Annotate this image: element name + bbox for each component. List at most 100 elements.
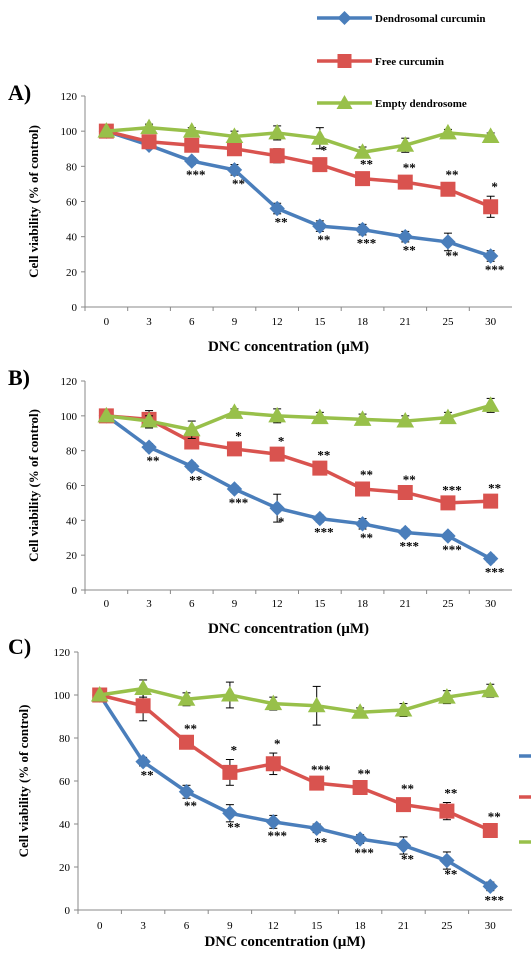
data-point (184, 153, 200, 169)
data-point (439, 123, 457, 140)
data-point (312, 510, 328, 527)
x-tick-label: 18 (357, 598, 369, 610)
legend: Dendrosomal curcumin Free curcumin Empty d… (317, 11, 486, 110)
data-point (265, 756, 281, 772)
data-point (221, 685, 239, 702)
data-point (141, 134, 157, 150)
data-point (440, 234, 456, 250)
significance-label: ** (445, 167, 458, 182)
legend-swatch-marker (336, 95, 353, 109)
data-point (397, 524, 413, 541)
x-tick-label: 15 (311, 920, 323, 932)
significance-label: ** (360, 156, 373, 171)
significance-label: ** (360, 530, 373, 545)
y-tick-label: 40 (66, 515, 78, 527)
series-line (99, 686, 491, 714)
series-dendrosomal-curcumin: ********* *** ** ***** (98, 123, 505, 277)
x-tick-label: 25 (442, 598, 454, 610)
legend-swatch-marker (337, 11, 352, 25)
panel-label: B) (8, 365, 30, 390)
data-point (135, 753, 151, 770)
panel-label: C) (8, 634, 31, 659)
x-tick-label: 3 (140, 920, 146, 932)
x-axis-title: DNC concentration (µM) (208, 339, 369, 355)
x-tick-label: 12 (272, 598, 283, 610)
data-point (226, 481, 243, 497)
x-tick-label: 0 (104, 316, 110, 328)
x-tick-label: 9 (232, 598, 238, 610)
legend-entry: Empty dendrosome (317, 95, 467, 110)
significance-label: ** (403, 472, 416, 487)
x-tick-label: 21 (400, 598, 411, 610)
series-empty-dendrosome (97, 118, 500, 159)
data-point (395, 837, 412, 854)
legend-label: Free curcumin (375, 56, 444, 68)
x-tick-label: 3 (146, 316, 152, 328)
data-point (97, 122, 116, 138)
significance-label: *** (442, 482, 462, 497)
data-point (482, 822, 498, 838)
significance-label: *** (485, 565, 505, 580)
data-point (225, 403, 244, 419)
x-tick-label: 6 (189, 598, 195, 610)
data-point (438, 688, 456, 704)
significance-label: ** (444, 786, 457, 801)
significance-label: *** (400, 539, 420, 554)
y-tick-label: 80 (59, 733, 71, 745)
y-tick-label: 0 (72, 302, 78, 314)
data-point (222, 805, 238, 821)
significance-label: ** (488, 481, 501, 496)
y-tick-label: 20 (59, 862, 71, 874)
significance-label: ** (184, 721, 197, 736)
series-dendrosomal-curcumin: ********* ***** ******* (91, 687, 504, 907)
y-tick-label: 120 (61, 376, 78, 388)
data-point (440, 495, 456, 511)
significance-label: ** (232, 176, 245, 191)
data-point (264, 694, 283, 711)
data-point (265, 814, 282, 830)
significance-label: * (491, 179, 498, 194)
significance-label: ** (314, 834, 327, 849)
data-point (225, 127, 244, 143)
significance-label: ** (189, 472, 202, 487)
y-axis-title: Cell viability (% of control) (26, 409, 41, 562)
data-point (312, 460, 328, 476)
series-dendrosomal-curcumin: *********** ***** ****** (98, 408, 505, 580)
y-tick-label: 100 (61, 411, 78, 423)
data-point (351, 703, 369, 719)
data-point (439, 803, 455, 819)
data-point (269, 148, 285, 164)
y-tick-label: 60 (66, 197, 78, 209)
legend-entry: Free curcumin (317, 54, 444, 68)
data-point (269, 446, 285, 462)
data-point (135, 698, 151, 714)
data-point (177, 690, 196, 706)
series-free-curcumin: *** ** *** (98, 123, 499, 218)
significance-label: ** (184, 798, 197, 813)
data-point (182, 420, 201, 437)
data-point (141, 439, 157, 455)
data-point (397, 174, 413, 190)
y-tick-label: 120 (54, 647, 71, 659)
significance-label: * (274, 736, 281, 751)
significance-label: *** (485, 262, 505, 277)
data-point (178, 784, 195, 800)
y-tick-label: 20 (66, 550, 78, 562)
significance-label: *** (229, 495, 249, 510)
significance-label: *** (357, 236, 377, 251)
significance-label: ** (275, 215, 288, 230)
y-tick-label: 80 (66, 161, 78, 173)
significance-label: * (278, 514, 285, 529)
x-tick-label: 9 (227, 920, 233, 932)
y-axis-title: Cell viability (% of control) (26, 125, 41, 278)
significance-label: *** (311, 762, 331, 777)
legend-entry: Dendrosomal curcumin (317, 11, 486, 25)
y-tick-label: 80 (66, 446, 78, 458)
significance-label: ** (360, 467, 373, 482)
significance-label: ** (141, 768, 154, 783)
x-tick-label: 30 (485, 316, 497, 328)
data-point (307, 696, 326, 713)
data-point (268, 123, 287, 140)
y-tick-label: 0 (72, 585, 78, 597)
series-empty-dendrosome (90, 679, 500, 726)
